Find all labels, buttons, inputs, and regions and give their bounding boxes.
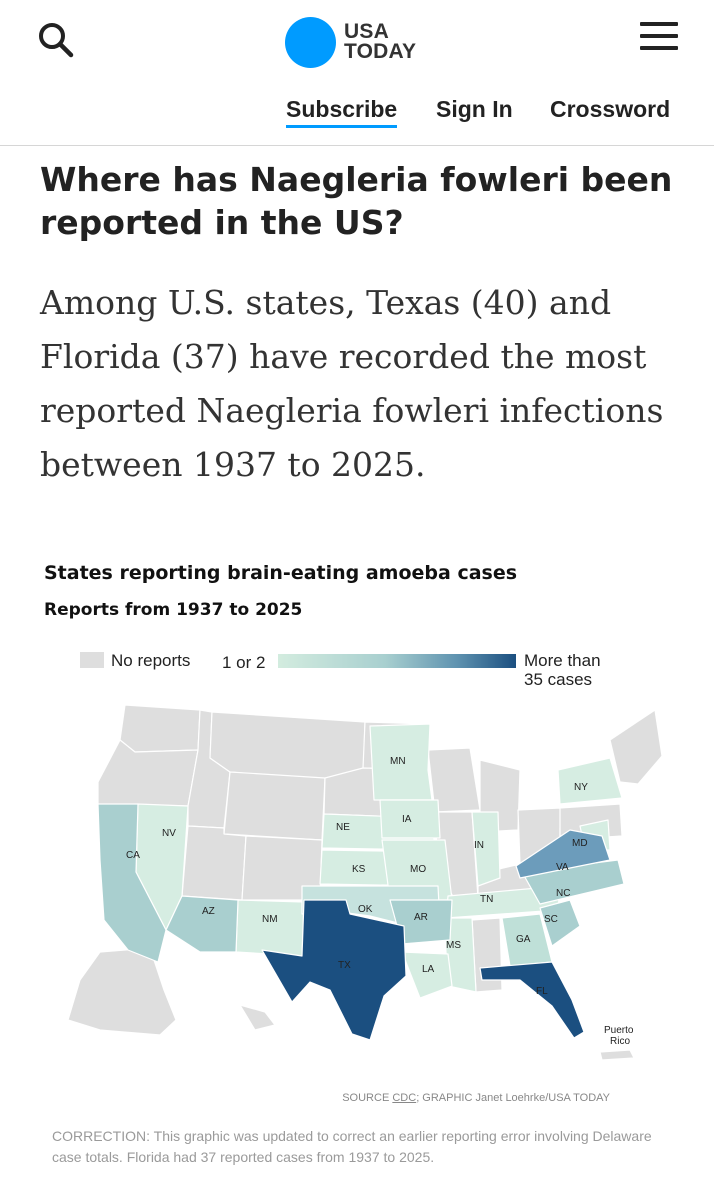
state-labels: CA NV AZ NM TX OK KS NE MN IA MO AR LA M…: [126, 756, 634, 1047]
label-nm: NM: [262, 914, 278, 925]
label-ok: OK: [358, 904, 373, 915]
state-ut: [181, 825, 247, 901]
state-wa: [119, 704, 201, 753]
state-sc: [539, 899, 581, 947]
label-az: AZ: [202, 906, 215, 917]
state-tx: [261, 899, 407, 1041]
us-choropleth-map: CA NV AZ NM TX OK KS NE MN IA MO AR LA M…: [67, 704, 663, 1061]
article-headline: Where has Naegleria fowleri been reporte…: [40, 160, 673, 242]
state-ny: [557, 757, 623, 805]
label-ca: CA: [126, 850, 140, 861]
graphic-title: States reporting brain-eating amoeba cas…: [44, 562, 518, 584]
state-ak: [67, 947, 177, 1036]
label-md: MD: [572, 838, 588, 849]
state-ne-states: [609, 709, 663, 785]
legend-label-high-line1: More than: [524, 651, 601, 670]
legend-label-low: 1 or 2: [222, 653, 266, 672]
logo-circle: [285, 16, 336, 68]
crossword-link[interactable]: Crossword: [550, 96, 671, 122]
state-al: [471, 917, 503, 993]
logo-line-1: USA: [344, 20, 389, 43]
usa-today-logo[interactable]: USA TODAY: [285, 14, 445, 70]
logo-wordmark: USA TODAY: [344, 20, 417, 63]
label-tx: TX: [338, 960, 351, 971]
article-lede: Among U.S. states, Texas (40) and Florid…: [40, 283, 664, 484]
source-prefix: SOURCE: [342, 1092, 393, 1104]
legend-color-ramp: [278, 654, 516, 668]
label-ny: NY: [574, 782, 588, 793]
label-va: VA: [556, 862, 569, 873]
state-nm: [235, 899, 305, 957]
label-ms: MS: [446, 940, 461, 951]
map-legend: No reports 1 or 2 More than 35 cases: [0, 650, 714, 700]
label-la: LA: [422, 964, 435, 975]
state-fl: [479, 961, 585, 1039]
source-cdc-link[interactable]: CDC: [392, 1092, 417, 1104]
header-nav: Subscribe Sign In Crossword: [0, 96, 714, 132]
sign-in-link[interactable]: Sign In: [436, 96, 513, 122]
label-ks: KS: [352, 864, 366, 875]
state-az: [165, 895, 239, 953]
label-ar: AR: [414, 912, 428, 923]
label-in: IN: [474, 840, 484, 851]
subscribe-link[interactable]: Subscribe: [286, 96, 398, 128]
label-ga: GA: [516, 934, 531, 945]
state-in: [471, 811, 501, 887]
legend-label-high-line2: 35 cases: [524, 670, 593, 689]
label-mn: MN: [390, 756, 406, 767]
label-ia: IA: [402, 814, 412, 825]
graphic-source: SOURCE CDC; GRAPHIC Janet Loehrke/USA TO…: [0, 1092, 610, 1104]
correction-note: CORRECTION: This graphic was updated to …: [52, 1128, 652, 1165]
menu-button[interactable]: [640, 22, 680, 56]
search-button[interactable]: [36, 20, 78, 62]
state-ia: [379, 799, 441, 839]
state-va: [515, 829, 611, 879]
label-nv: NV: [162, 828, 176, 839]
state-la: [401, 951, 453, 999]
legend-label-high: More than 35 cases: [524, 651, 634, 689]
state-ca: [97, 803, 167, 963]
territory-pr: [599, 1049, 635, 1061]
label-mo: MO: [410, 864, 426, 875]
search-icon: [39, 23, 74, 58]
label-pr-line2: Rico: [610, 1036, 630, 1047]
state-hi: [239, 1004, 276, 1031]
graphic-subtitle: Reports from 1937 to 2025: [44, 600, 303, 620]
label-ne: NE: [336, 822, 350, 833]
source-credit: ; GRAPHIC Janet Loehrke/USA TODAY: [416, 1092, 610, 1104]
legend-label-no-reports: No reports: [111, 651, 191, 670]
state-mn: [369, 723, 433, 801]
hamburger-icon: [640, 22, 680, 50]
logo-line-2: TODAY: [344, 40, 417, 63]
label-nc: NC: [556, 888, 570, 899]
label-sc: SC: [544, 914, 558, 925]
label-pr-line1: Puerto: [604, 1025, 634, 1036]
state-wy: [223, 771, 326, 841]
legend-swatch-no-reports: [80, 652, 104, 668]
label-fl: FL: [536, 986, 548, 997]
site-header: USA TODAY Subscribe Sign In Crossword: [0, 0, 714, 146]
label-tn: TN: [480, 894, 493, 905]
